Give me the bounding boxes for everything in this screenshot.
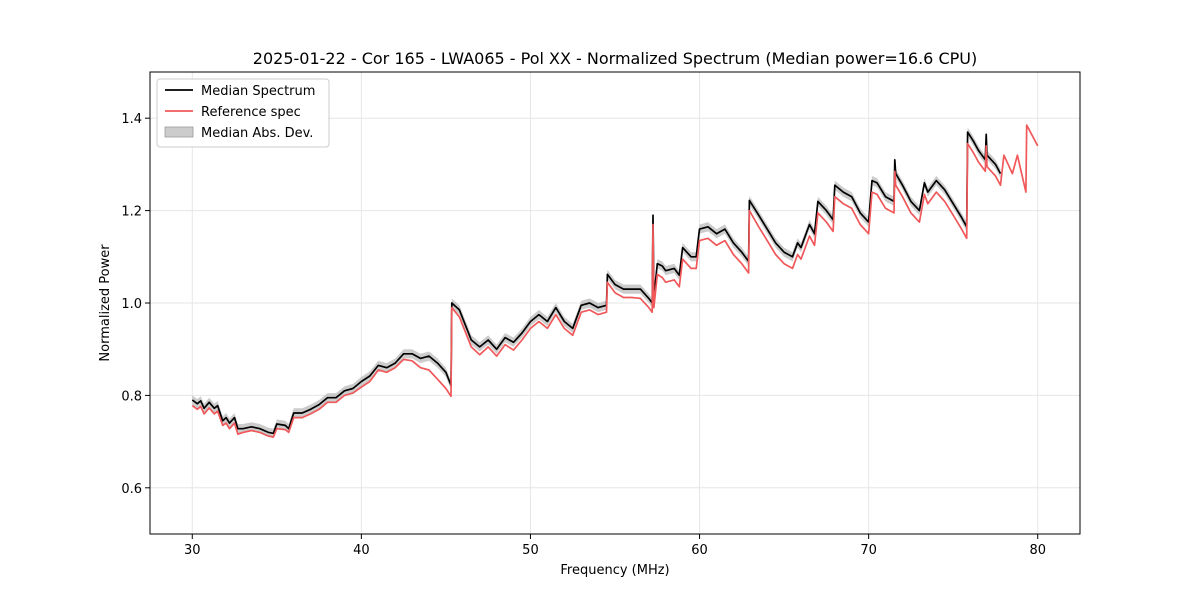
x-tick-label: 30 bbox=[184, 543, 201, 558]
legend-reference-label: Reference spec bbox=[201, 105, 301, 120]
mad-band bbox=[192, 127, 1001, 438]
x-axis: 30 40 50 60 70 80 bbox=[184, 534, 1046, 558]
y-axis: 0.6 0.8 1.0 1.2 1.4 bbox=[121, 112, 150, 497]
legend-mad-swatch bbox=[164, 126, 194, 138]
x-tick-label: 50 bbox=[522, 543, 539, 558]
y-axis-label: Normalized Power bbox=[98, 244, 113, 362]
y-tick-label: 1.4 bbox=[121, 112, 142, 127]
reference-spec-line bbox=[191, 124, 1039, 438]
chart-title: 2025-01-22 - Cor 165 - LWA065 - Pol XX -… bbox=[253, 49, 977, 68]
x-axis-label: Frequency (MHz) bbox=[560, 563, 669, 578]
legend-mad-label: Median Abs. Dev. bbox=[201, 126, 313, 141]
y-tick-label: 1.0 bbox=[121, 297, 142, 312]
legend-median-label: Median Spectrum bbox=[201, 84, 315, 99]
y-tick-label: 0.6 bbox=[121, 482, 142, 497]
median-spectrum-line bbox=[191, 131, 1002, 435]
x-tick-label: 80 bbox=[1029, 543, 1046, 558]
y-tick-label: 0.8 bbox=[121, 389, 142, 404]
x-tick-label: 60 bbox=[691, 543, 708, 558]
plot-area bbox=[191, 124, 1039, 438]
y-tick-label: 1.2 bbox=[121, 205, 142, 220]
legend-box bbox=[156, 78, 330, 148]
legend: Median Spectrum Reference spec Median Ab… bbox=[156, 78, 330, 148]
x-tick-label: 70 bbox=[860, 543, 877, 558]
x-tick-label: 40 bbox=[353, 543, 370, 558]
